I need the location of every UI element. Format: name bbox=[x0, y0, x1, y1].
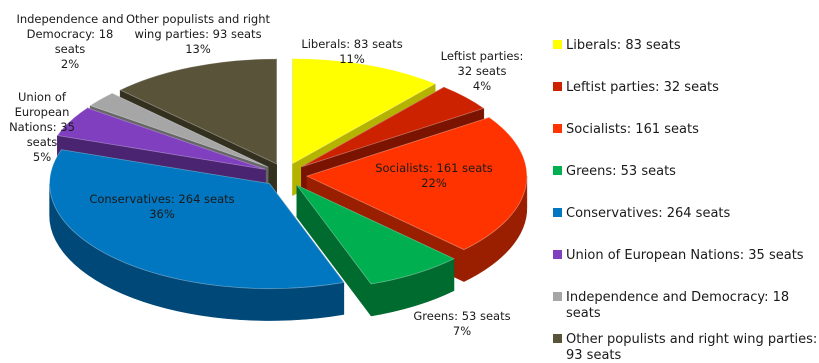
legend-label: Liberals: 83 seats bbox=[566, 38, 681, 53]
slice-percent-label: 22% bbox=[421, 176, 447, 190]
slice-data-label: Union of European Nations: 35 seats 5% bbox=[9, 90, 75, 164]
legend-item: Socialists: 161 seats bbox=[553, 122, 699, 137]
slice-name-label: seats bbox=[27, 135, 58, 149]
slice-name-label: Democracy: 18 bbox=[27, 27, 114, 41]
slice-percent-label: 7% bbox=[453, 324, 471, 338]
slice-percent-label: 11% bbox=[339, 52, 365, 66]
slice-name-label: Greens: 53 seats bbox=[413, 309, 510, 323]
legend-swatch bbox=[553, 40, 562, 49]
slice-name-label: seats bbox=[55, 42, 86, 56]
slice-data-label: Liberals: 83 seats 11% bbox=[301, 37, 402, 66]
legend-item: Other populists and right wing parties: 9… bbox=[553, 332, 817, 363]
legend-label: Other populists and right wing parties: 9… bbox=[566, 332, 817, 363]
legend-item: Union of European Nations: 35 seats bbox=[553, 248, 804, 263]
pie-slice-socialists bbox=[305, 116, 528, 251]
legend-swatch bbox=[553, 334, 562, 343]
slice-outer-wall-3 bbox=[370, 258, 455, 317]
pie-slice-greens bbox=[296, 184, 455, 285]
slice-name-label: Union of bbox=[18, 90, 67, 104]
slice-name-label: Nations: 35 bbox=[9, 120, 75, 134]
pie-slice-union-of-european-nations bbox=[56, 107, 266, 170]
legend-label: Socialists: 161 seats bbox=[566, 122, 699, 137]
slice-percent-label: 4% bbox=[473, 79, 491, 93]
slice-percent-label: 2% bbox=[61, 57, 79, 71]
legend-swatch bbox=[553, 166, 562, 175]
legend-label: Leftist parties: 32 seats bbox=[566, 80, 719, 95]
slice-name-label: European bbox=[15, 105, 70, 119]
slice-percent-label: 36% bbox=[149, 207, 175, 221]
legend-item: Liberals: 83 seats bbox=[553, 38, 681, 53]
slice-name-label: Liberals: 83 seats bbox=[301, 37, 402, 51]
legend-item: Conservatives: 264 seats bbox=[553, 206, 731, 221]
slice-name-label: wing parties: 93 seats bbox=[134, 27, 261, 41]
slice-data-label: Conservatives: 264 seats 36% bbox=[89, 192, 234, 221]
slice-name-label: Socialists: 161 seats bbox=[375, 161, 493, 175]
legend-swatch bbox=[553, 124, 562, 133]
slice-name-label: Leftist parties: bbox=[441, 49, 524, 63]
slice-data-label: Socialists: 161 seats 22% bbox=[375, 161, 493, 190]
pie-top-faces bbox=[49, 58, 528, 290]
legend-item: Leftist parties: 32 seats bbox=[553, 80, 719, 95]
slice-name-label: 32 seats bbox=[458, 64, 507, 78]
slice-percent-label: 13% bbox=[185, 42, 211, 56]
legend-swatch bbox=[553, 292, 562, 301]
legend-swatch bbox=[553, 208, 562, 217]
slice-percent-label: 5% bbox=[33, 150, 51, 164]
slice-name-label: Conservatives: 264 seats bbox=[89, 192, 234, 206]
slice-name-label: Independence and bbox=[16, 12, 123, 26]
slice-name-label: Other populists and right bbox=[126, 12, 271, 26]
slice-data-label: Independence and Democracy: 18 seats 2% bbox=[16, 12, 123, 71]
slice-data-label: Other populists and right wing parties: 9… bbox=[126, 12, 271, 56]
legend-item: Greens: 53 seats bbox=[553, 164, 676, 179]
pie-slice-leftist-parties bbox=[301, 86, 485, 168]
slice-labels: Liberals: 83 seats 11% Leftist parties: 32 … bbox=[9, 12, 523, 338]
pie-slice-independence-and-democracy bbox=[89, 92, 269, 168]
legend-label: Independence and Democracy: 18 seats bbox=[566, 290, 789, 321]
legend: Liberals: 83 seats Leftist parties: 32 se… bbox=[553, 38, 817, 363]
pie-slice-conservatives bbox=[49, 149, 345, 290]
legend-label: Conservatives: 264 seats bbox=[566, 206, 731, 221]
legend-swatch bbox=[553, 250, 562, 259]
pie-slice-liberals bbox=[292, 58, 437, 165]
legend-label: Greens: 53 seats bbox=[566, 164, 676, 179]
slice-data-label: Leftist parties: 32 seats 4% bbox=[441, 49, 524, 93]
pie-slice-other-populists-and-right-wing-parties bbox=[119, 58, 277, 165]
legend-swatch bbox=[553, 82, 562, 91]
legend-item: Independence and Democracy: 18 seats bbox=[553, 290, 789, 321]
legend-label: Union of European Nations: 35 seats bbox=[566, 248, 804, 263]
slice-data-label: Greens: 53 seats 7% bbox=[413, 309, 510, 338]
